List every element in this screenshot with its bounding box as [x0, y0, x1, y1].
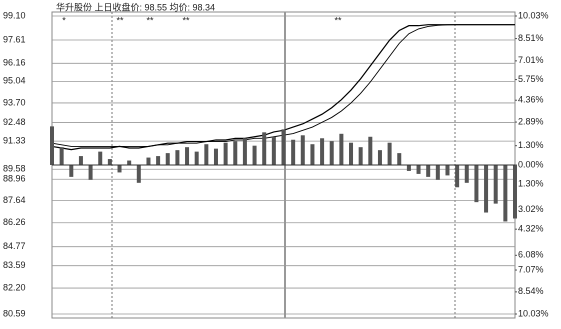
volume-bar	[435, 165, 440, 180]
volume-bar	[69, 165, 74, 177]
y2-tick-label: 0.00%	[518, 159, 544, 169]
volume-bar	[262, 132, 267, 165]
volume-bar	[464, 165, 469, 183]
volume-bar	[185, 147, 190, 165]
volume-bar	[329, 141, 334, 165]
y2-tick-label: 5.75%	[518, 74, 544, 84]
volume-bar	[223, 142, 228, 165]
y2-tick-label: 7.01%	[518, 55, 544, 65]
chart-title: 华升股份 上日收盘价: 98.55 均价: 98.34	[56, 1, 215, 12]
volume-bar	[484, 165, 489, 213]
y-tick-label: 89.58	[3, 164, 26, 174]
volume-bar	[513, 165, 517, 219]
volume-bar	[310, 144, 315, 165]
y-tick-label: 99.10	[3, 10, 26, 20]
volume-bar	[271, 136, 276, 165]
volume-bar	[107, 159, 112, 165]
volume-bar	[242, 138, 247, 165]
volume-bar	[493, 165, 498, 204]
volume-bar	[98, 151, 103, 165]
y-tick-label: 92.48	[3, 117, 26, 127]
volume-bar	[368, 136, 373, 165]
volume-bar	[204, 144, 209, 165]
volume-bar	[387, 142, 392, 165]
volume-bar	[252, 145, 257, 165]
y-tick-label: 91.33	[3, 135, 26, 145]
volume-bar	[88, 165, 93, 180]
volume-bar	[426, 165, 431, 177]
volume-bar	[156, 156, 161, 165]
y2-tick-label: 7.07%	[518, 264, 544, 274]
volume-bar	[175, 150, 180, 165]
volume-bar	[503, 165, 508, 222]
y2-tick-label: 8.51%	[518, 33, 544, 43]
volume-bar	[416, 165, 421, 174]
volume-bar	[127, 160, 132, 165]
y2-tick-label: 1.30%	[518, 179, 544, 189]
y2-tick-label: 4.32%	[518, 224, 544, 234]
volume-bar	[397, 153, 402, 165]
volume-bar	[136, 165, 141, 183]
y-tick-label: 88.96	[3, 174, 26, 184]
price-line	[51, 24, 515, 147]
y2-tick-label: 3.02%	[518, 204, 544, 214]
y-tick-label: 80.59	[3, 308, 26, 318]
volume-bar	[194, 151, 199, 165]
volume-bar	[358, 147, 363, 165]
marker: **	[334, 15, 342, 25]
y-tick-label: 82.20	[3, 282, 26, 292]
marker: **	[116, 15, 124, 25]
volume-bar	[349, 142, 354, 165]
volume-bar	[165, 153, 170, 165]
volume-bar	[300, 135, 305, 165]
volume-bar	[474, 165, 479, 203]
y2-tick-label: 4.36%	[518, 95, 544, 105]
marker: *	[62, 15, 66, 25]
volume-bar	[377, 150, 382, 165]
volume-bar	[281, 129, 286, 165]
volume-bar	[339, 133, 344, 165]
volume-bar	[406, 165, 411, 171]
y-tick-label: 84.77	[3, 241, 26, 251]
y-tick-label: 95.04	[3, 76, 26, 86]
volume-bar	[445, 165, 450, 176]
volume-bar	[291, 139, 296, 165]
volume-bar	[455, 165, 460, 188]
y-tick-label: 97.61	[3, 34, 26, 44]
y2-tick-label: 10.03%	[518, 10, 549, 20]
y-tick-label: 86.26	[3, 217, 26, 227]
volume-bar	[117, 165, 122, 173]
marker: **	[146, 15, 154, 25]
volume-bar	[50, 126, 54, 165]
y-tick-label: 93.70	[3, 97, 26, 107]
marker: **	[182, 15, 190, 25]
volume-bar	[320, 138, 325, 165]
volume-bar	[59, 147, 64, 165]
y2-tick-label: 2.89%	[518, 116, 544, 126]
y2-tick-label: 8.54%	[518, 286, 544, 296]
volume-bar	[213, 148, 218, 165]
y2-tick-label: 6.08%	[518, 250, 544, 260]
y-tick-label: 96.16	[3, 58, 26, 68]
y2-tick-label: 10.03%	[518, 308, 549, 318]
y2-tick-label: 1.30%	[518, 140, 544, 150]
y-tick-label: 83.59	[3, 260, 26, 270]
y-tick-label: 87.64	[3, 195, 26, 205]
volume-bar	[78, 156, 83, 165]
volume-bar	[146, 157, 151, 165]
volume-bar	[233, 141, 238, 165]
